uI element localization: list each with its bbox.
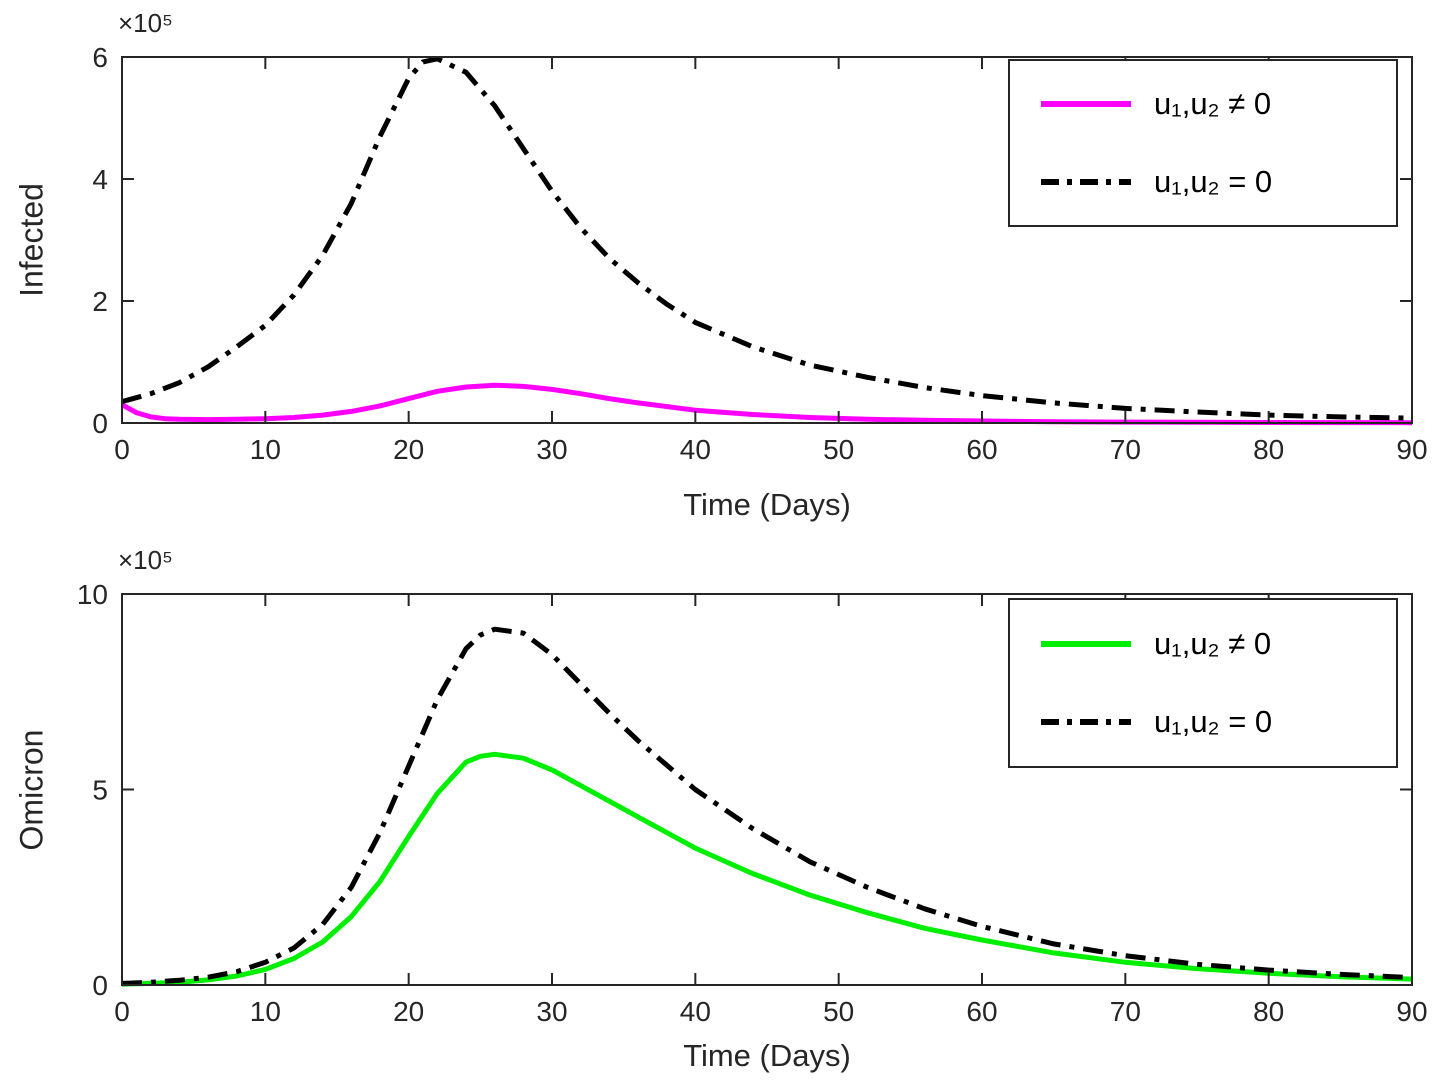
x-axis-label-infected: Time (Days) <box>683 487 851 522</box>
y-tick-label: 0 <box>92 970 108 1001</box>
y-tick-label: 4 <box>92 164 108 195</box>
axes-box <box>121 56 1413 424</box>
x-tick-label: 60 <box>966 996 997 1027</box>
y-tick-label: 6 <box>92 42 108 73</box>
x-tick-label: 30 <box>536 434 567 465</box>
legend-item: u₁,u₂ = 0 <box>1036 164 1370 200</box>
x-tick-label: 40 <box>680 434 711 465</box>
y-exponent-label-omicron: ×10⁵ <box>118 545 173 575</box>
legend-label: u₁,u₂ = 0 <box>1154 164 1273 199</box>
legend-item: u₁,u₂ ≠ 0 <box>1036 626 1370 662</box>
legend-line-sample-uncontrolled <box>1041 179 1131 185</box>
x-tick-label: 0 <box>114 996 130 1027</box>
x-tick-label: 90 <box>1396 996 1427 1027</box>
legend-infected: u₁,u₂ ≠ 0 u₁,u₂ = 0 <box>1008 59 1398 227</box>
legend-label: u₁,u₂ ≠ 0 <box>1154 86 1272 121</box>
y-tick-label: 5 <box>92 775 108 806</box>
x-tick-label: 40 <box>680 996 711 1027</box>
plot-area-infected: 0 10 20 30 40 50 60 70 80 90 0 2 4 6 <box>92 42 1427 465</box>
y-exponent-label-infected: ×10⁵ <box>118 8 173 38</box>
legend-line-sample-controlled <box>1041 641 1131 647</box>
x-tick-label: 70 <box>1110 434 1141 465</box>
y-tick-label: 0 <box>92 408 108 439</box>
x-tick-label: 80 <box>1253 434 1284 465</box>
x-tick-label: 0 <box>114 434 130 465</box>
x-tick-label: 10 <box>250 996 281 1027</box>
legend-omicron: u₁,u₂ ≠ 0 u₁,u₂ = 0 <box>1008 598 1398 768</box>
y-axis-label-omicron: Omicron <box>13 729 50 851</box>
x-tick-label: 50 <box>823 434 854 465</box>
x-tick-label: 80 <box>1253 996 1284 1027</box>
legend-line-sample-uncontrolled <box>1041 719 1131 725</box>
y-axis-label-infected: Infected <box>13 183 50 297</box>
x-tick-label: 30 <box>536 996 567 1027</box>
legend-item: u₁,u₂ ≠ 0 <box>1036 86 1370 122</box>
y-tick-label: 2 <box>92 286 108 317</box>
x-tick-label: 50 <box>823 996 854 1027</box>
legend-line-sample-controlled <box>1041 101 1131 107</box>
series-line-u-nonzero <box>122 751 1412 987</box>
legend-label: u₁,u₂ = 0 <box>1154 704 1273 739</box>
x-axis-label-omicron: Time (Days) <box>683 1038 851 1073</box>
x-tick-label: 10 <box>250 434 281 465</box>
y-tick-label: 10 <box>77 579 108 610</box>
x-tick-label: 90 <box>1396 434 1427 465</box>
plot-area-omicron: 0 10 20 30 40 50 60 70 80 90 0 5 10 <box>77 579 1428 1027</box>
x-tick-label: 70 <box>1110 996 1141 1027</box>
x-tick-label: 20 <box>393 434 424 465</box>
legend-label: u₁,u₂ ≠ 0 <box>1154 626 1272 661</box>
series-line-u-zero <box>122 56 1412 421</box>
series-line-u-nonzero <box>122 382 1412 426</box>
x-tick-label: 60 <box>966 434 997 465</box>
x-tick-label: 20 <box>393 996 424 1027</box>
series-line-u-zero <box>122 626 1412 986</box>
legend-item: u₁,u₂ = 0 <box>1036 704 1370 740</box>
